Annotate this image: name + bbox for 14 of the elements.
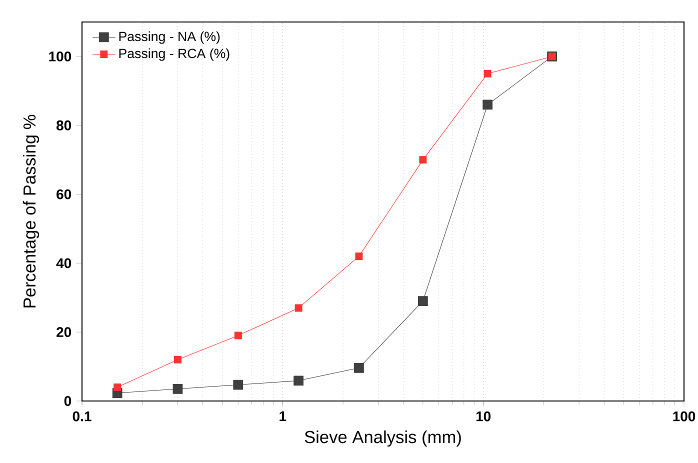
y-tick-label: 60 bbox=[56, 189, 72, 200]
x-tick-label: 0.1 bbox=[72, 411, 92, 422]
y-tick-label: 100 bbox=[49, 52, 72, 62]
legend-label: Passing - RCA (%) bbox=[119, 48, 230, 61]
x-tick-label: 1 bbox=[280, 411, 286, 422]
y-tick-label: 80 bbox=[56, 120, 72, 130]
y-axis-title: Percentage of Passing % bbox=[22, 114, 40, 308]
y-tick-label: 20 bbox=[56, 327, 72, 338]
y-tick-label: 40 bbox=[56, 258, 72, 268]
x-axis-title: Sieve Analysis (mm) bbox=[304, 430, 461, 447]
legend-label: Passing - NA (%) bbox=[119, 31, 220, 44]
y-tick-label: 0 bbox=[64, 396, 72, 406]
x-tick-label: 10 bbox=[476, 411, 491, 422]
x-tick-label: 100 bbox=[673, 411, 696, 422]
